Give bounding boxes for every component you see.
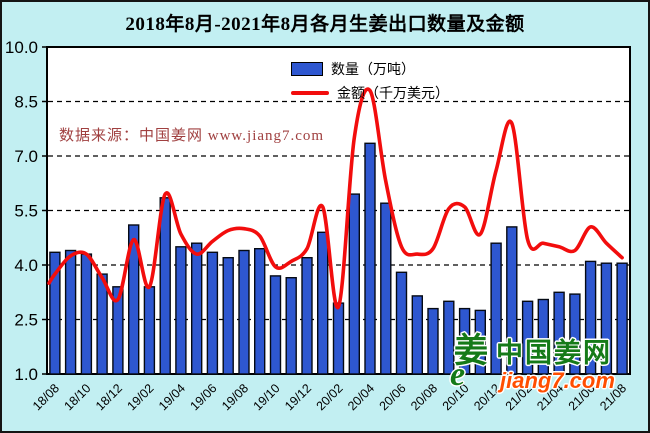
ginger-glyph-icon: 姜 <box>454 332 488 370</box>
y-axis-label: 5.5 <box>14 202 38 221</box>
bar <box>159 197 171 375</box>
bar <box>112 286 124 375</box>
x-axis-label: 19/12 <box>282 381 314 413</box>
y-axis-label: 7.0 <box>14 147 38 166</box>
legend-item-quantity: 数量（万吨） <box>291 57 449 81</box>
amount-line <box>47 87 624 310</box>
bar <box>427 307 439 375</box>
x-axis-label: 19/08 <box>219 381 251 413</box>
bar <box>190 242 203 375</box>
bar <box>317 231 329 375</box>
chart-title: 2018年8月-2021年8月各月生姜出口数量及金额 <box>125 14 525 35</box>
bar <box>285 277 297 375</box>
jiang7-logo: e 姜 中国姜网 jiang7.com <box>450 332 648 398</box>
bar <box>411 295 423 375</box>
bar <box>127 224 140 375</box>
legend: 数量（万吨） 金额（千万美元） <box>291 57 449 105</box>
bar <box>96 273 108 375</box>
legend-item-amount: 金额（千万美元） <box>291 81 449 105</box>
bar <box>490 242 502 375</box>
bar <box>569 293 581 375</box>
y-axis-label: 1.0 <box>14 365 38 384</box>
y-axis-label: 2.5 <box>14 311 38 330</box>
data-source-watermark: 数据来源：中国姜网 www.jiang7.com <box>59 128 325 144</box>
logo-e-mark: e <box>450 356 466 393</box>
bar <box>443 300 455 375</box>
bar <box>537 298 549 375</box>
x-axis-label: 19/04 <box>156 381 188 413</box>
x-axis-label: 19/06 <box>188 381 220 413</box>
bar <box>600 262 613 375</box>
y-axis-label: 4.0 <box>14 256 38 275</box>
amount-line-swatch <box>291 91 329 95</box>
x-axis-label: 20/04 <box>345 381 377 413</box>
bar <box>175 246 187 375</box>
logo-site-name: 中国姜网 <box>496 338 612 368</box>
x-axis-label: 20/08 <box>408 381 440 413</box>
bar <box>301 256 313 375</box>
bar <box>143 286 156 375</box>
x-axis-label: 18/12 <box>93 381 125 413</box>
x-axis-label: 20/02 <box>314 381 346 413</box>
bar <box>80 253 93 375</box>
x-axis-label: 18/08 <box>30 381 62 413</box>
bar <box>222 256 234 375</box>
bar <box>206 251 219 375</box>
bar <box>553 291 565 375</box>
legend-label-quantity: 数量（万吨） <box>331 63 415 78</box>
bar <box>332 302 345 375</box>
bar <box>458 307 471 375</box>
bar <box>395 271 408 375</box>
bar <box>616 262 628 375</box>
x-axis-label: 19/10 <box>251 381 283 413</box>
bar <box>380 202 392 375</box>
bar <box>521 300 534 375</box>
x-axis-label: 20/06 <box>377 381 409 413</box>
bar <box>49 251 61 375</box>
x-axis-label: 19/02 <box>125 381 157 413</box>
bar <box>584 260 597 375</box>
bar <box>474 309 486 375</box>
bar <box>506 226 518 375</box>
bar <box>269 275 282 375</box>
bar <box>253 247 266 375</box>
bar <box>238 249 250 375</box>
y-axis-label: 10.0 <box>5 38 38 57</box>
bar <box>64 249 77 375</box>
x-axis-label: 18/10 <box>62 381 94 413</box>
logo-domain: jiang7.com <box>500 368 615 393</box>
legend-label-amount: 金额（千万美元） <box>337 87 449 102</box>
bar <box>364 142 376 375</box>
bar <box>348 193 360 375</box>
quantity-bar-swatch <box>291 62 323 76</box>
y-axis-label: 8.5 <box>14 93 38 112</box>
